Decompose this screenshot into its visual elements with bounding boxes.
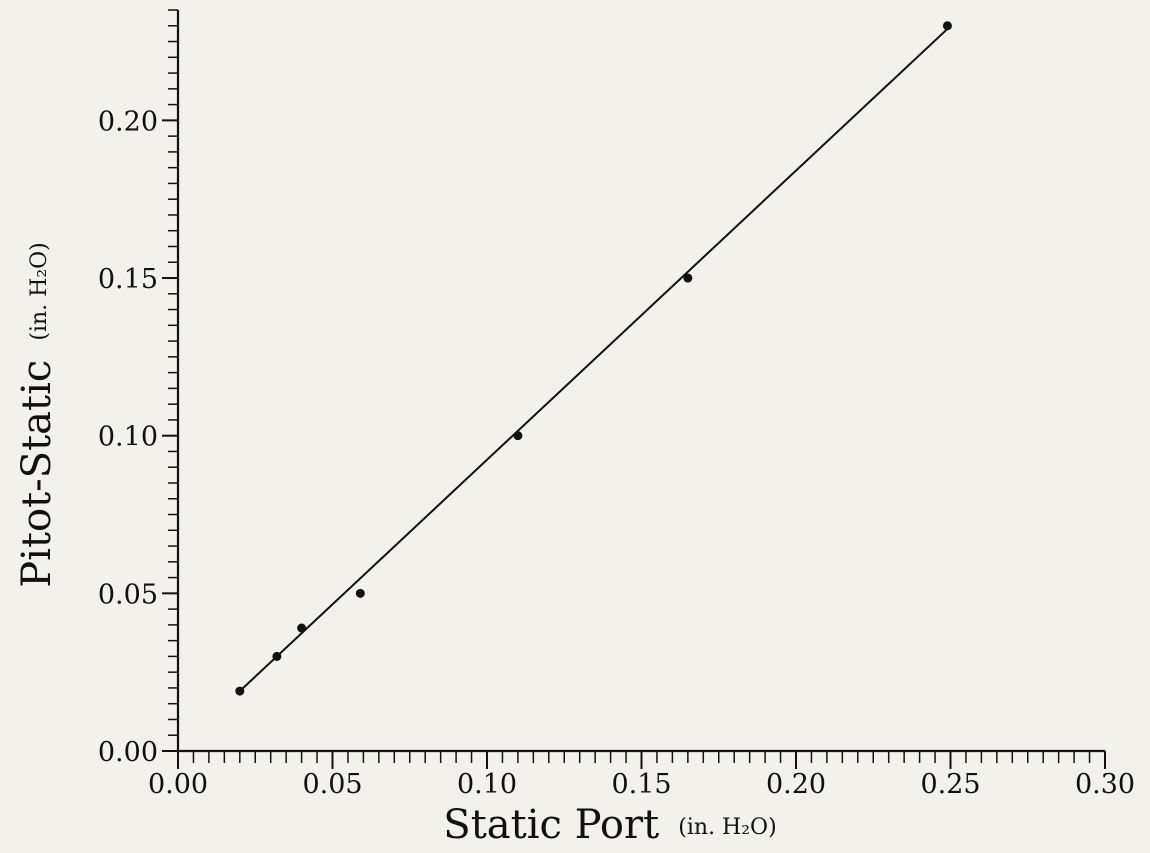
y-tick-label: 0.10 — [98, 422, 158, 453]
data-point — [513, 431, 523, 441]
data-point — [942, 21, 952, 31]
y-tick-label: 0.20 — [98, 106, 158, 137]
x-tick-label: 0.20 — [766, 769, 826, 800]
data-point — [683, 273, 693, 283]
x-tick-label: 0.10 — [457, 769, 517, 800]
x-axis-ticks — [177, 751, 1106, 769]
x-tick-label: 0.30 — [1075, 769, 1135, 800]
x-axis-unit: (in. H₂O) — [678, 815, 776, 840]
x-axis-title: Static Port (in. H₂O) — [443, 802, 776, 848]
y-tick-label: 0.00 — [98, 737, 158, 768]
x-axis-tick-labels: 0.00 0.05 0.10 0.15 0.20 0.25 0.30 — [148, 769, 1135, 800]
x-tick-label: 0.25 — [920, 769, 980, 800]
data-point — [272, 651, 282, 661]
y-tick-label: 0.05 — [98, 579, 158, 610]
x-tick-label: 0.15 — [611, 769, 671, 800]
y-axis-title: Pitot-Static (in. H₂O) — [14, 242, 60, 588]
plot-area — [176, 10, 1105, 753]
data-point — [355, 588, 365, 598]
y-axis-ticks — [162, 9, 178, 752]
data-point — [297, 623, 307, 633]
fit-line-group — [239, 28, 949, 692]
y-axis-tick-labels: 0.00 0.05 0.10 0.15 0.20 — [98, 106, 158, 768]
y-axis-unit: (in. H₂O) — [27, 242, 52, 340]
data-point — [235, 686, 245, 696]
fit-line — [239, 28, 949, 692]
x-axis-label: Static Port — [443, 802, 659, 848]
svg-text:Pitot-Static (in. H₂O): Pitot-Static (in. H₂O) — [14, 242, 60, 588]
x-tick-label: 0.00 — [148, 769, 208, 800]
x-tick-label: 0.05 — [302, 769, 362, 800]
data-points — [235, 21, 952, 696]
y-tick-label: 0.15 — [98, 264, 158, 295]
y-axis-label: Pitot-Static — [14, 360, 60, 588]
